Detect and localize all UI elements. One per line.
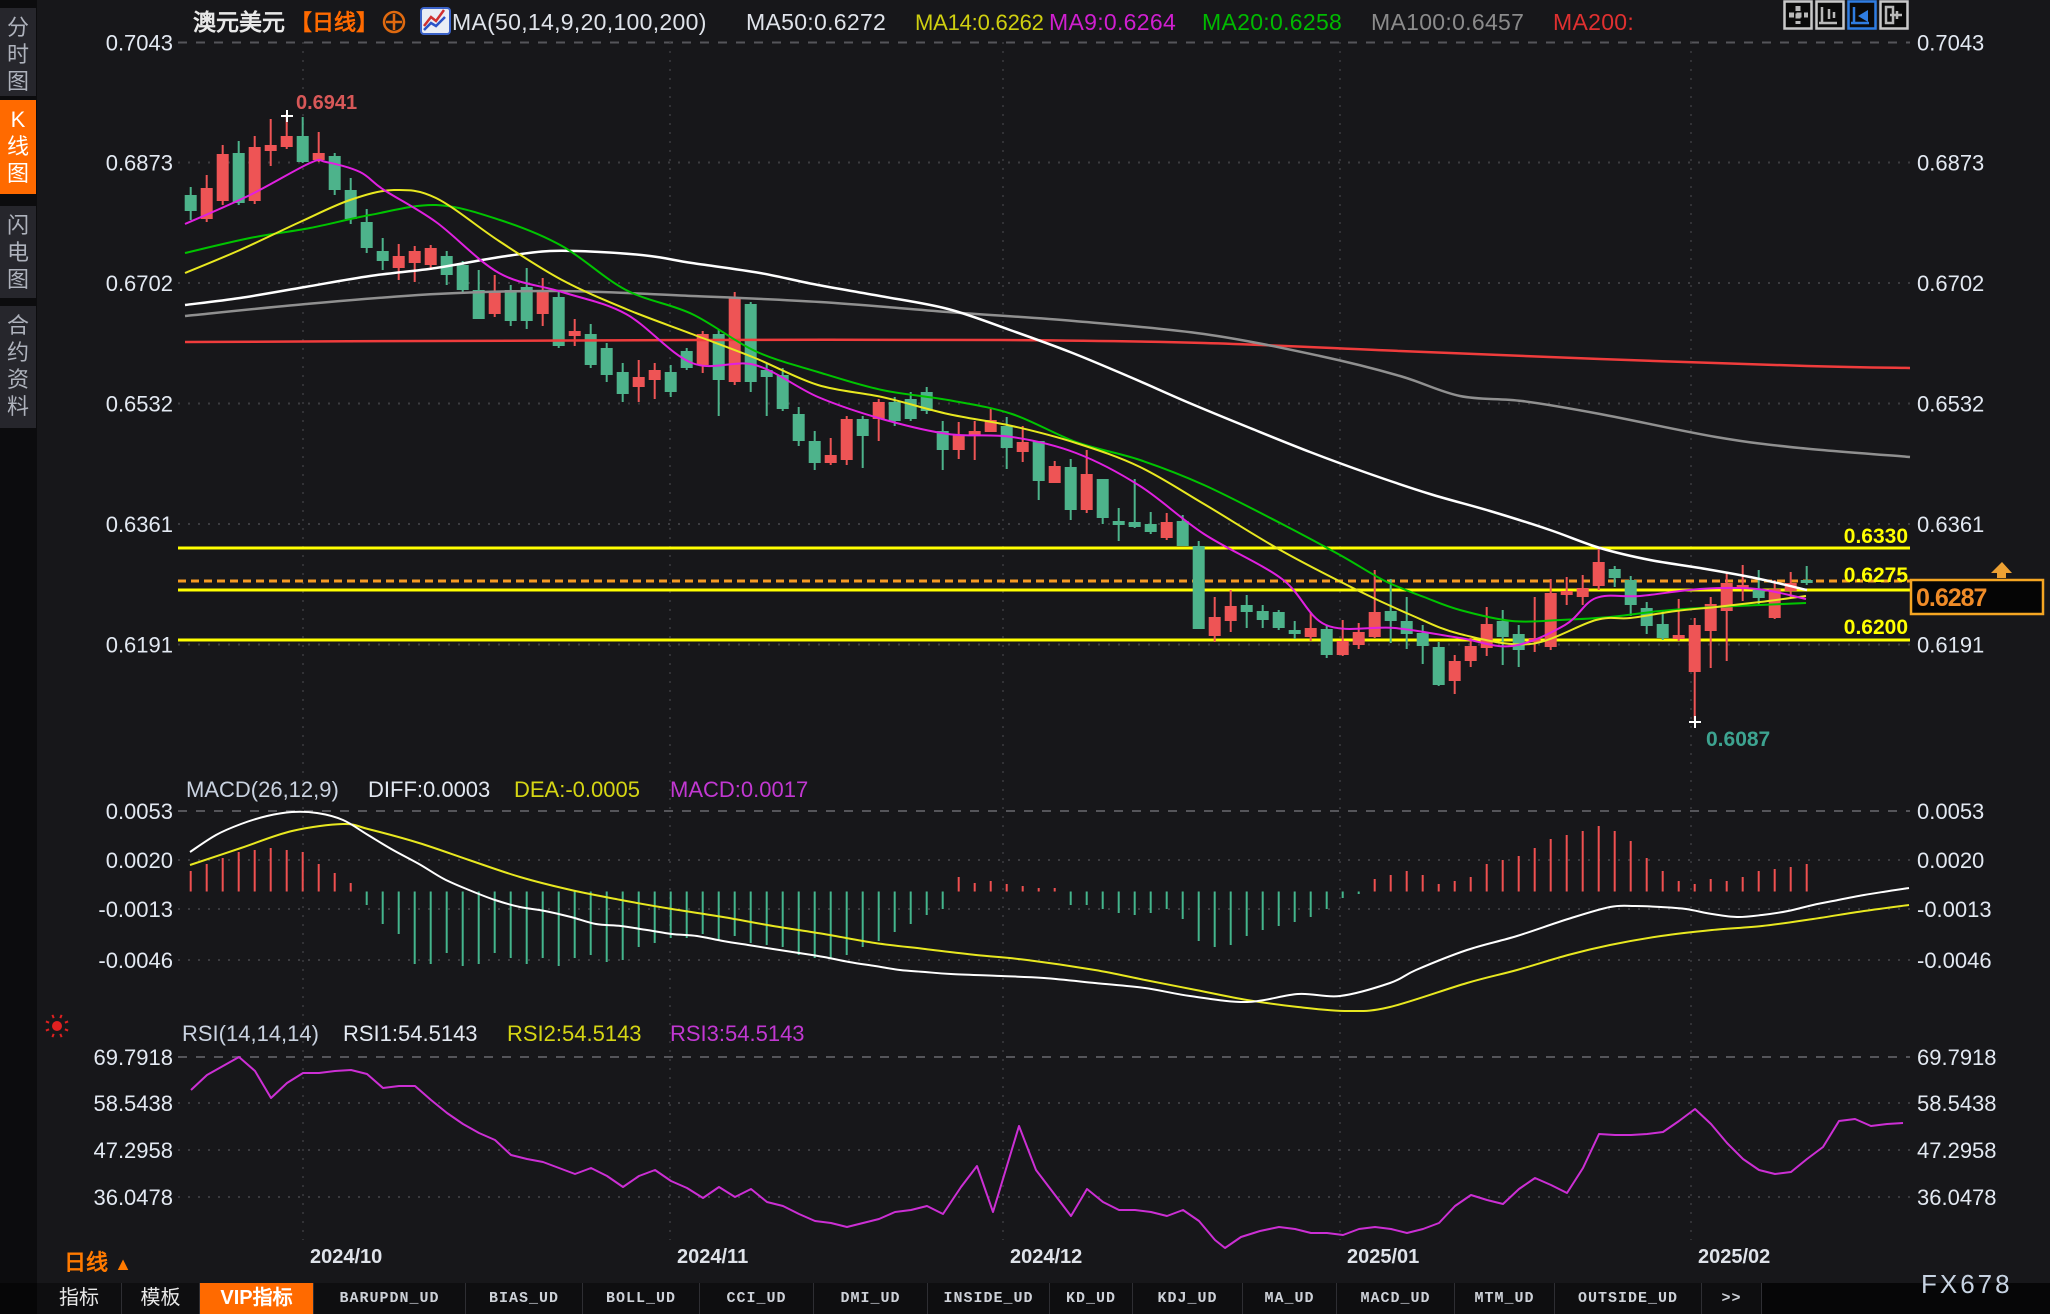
svg-text:0.6873: 0.6873 xyxy=(106,151,173,176)
svg-text:0.6275: 0.6275 xyxy=(1844,564,1909,587)
svg-text:0.7043: 0.7043 xyxy=(1917,31,1984,56)
svg-text:0.0053: 0.0053 xyxy=(1917,799,1984,824)
svg-text:0.6532: 0.6532 xyxy=(1917,392,1984,417)
svg-text:0.6330: 0.6330 xyxy=(1844,525,1908,548)
svg-text:0.6702: 0.6702 xyxy=(1917,271,1984,296)
svg-text:DEA:-0.0005: DEA:-0.0005 xyxy=(514,777,640,802)
svg-text:MA50:0.6272: MA50:0.6272 xyxy=(746,9,886,35)
svg-text:MA14:0.6262: MA14:0.6262 xyxy=(915,10,1044,35)
svg-text:36.0478: 36.0478 xyxy=(93,1185,173,1210)
svg-text:MACD:0.0017: MACD:0.0017 xyxy=(670,777,808,802)
svg-text:RSI(14,14,14): RSI(14,14,14) xyxy=(182,1021,319,1046)
svg-text:36.0478: 36.0478 xyxy=(1917,1185,1997,1210)
svg-text:RSI3:54.5143: RSI3:54.5143 xyxy=(670,1021,805,1046)
svg-text:DIFF:0.0003: DIFF:0.0003 xyxy=(368,777,490,802)
svg-text:0.0020: 0.0020 xyxy=(106,848,173,873)
svg-text:0.6941: 0.6941 xyxy=(296,92,357,114)
svg-text:2024/10: 2024/10 xyxy=(310,1246,382,1268)
svg-text:0.6200: 0.6200 xyxy=(1844,616,1908,639)
svg-text:RSI2:54.5143: RSI2:54.5143 xyxy=(507,1021,642,1046)
svg-text:0.6361: 0.6361 xyxy=(106,512,173,537)
svg-text:0.6873: 0.6873 xyxy=(1917,151,1984,176)
svg-text:69.7918: 69.7918 xyxy=(1917,1045,1997,1070)
svg-text:MA20:0.6258: MA20:0.6258 xyxy=(1202,9,1342,35)
svg-text:【日线】: 【日线】 xyxy=(290,10,378,35)
svg-text:0.6702: 0.6702 xyxy=(106,271,173,296)
svg-text:0.6191: 0.6191 xyxy=(1917,633,1984,658)
svg-text:2024/11: 2024/11 xyxy=(677,1246,748,1268)
svg-text:0.0053: 0.0053 xyxy=(106,799,173,824)
svg-text:2025/01: 2025/01 xyxy=(1347,1246,1419,1268)
svg-text:MA(50,14,9,20,100,200): MA(50,14,9,20,100,200) xyxy=(452,9,707,35)
svg-text:2025/02: 2025/02 xyxy=(1698,1246,1770,1268)
svg-text:0.6532: 0.6532 xyxy=(106,392,173,417)
svg-text:MA9:0.6264: MA9:0.6264 xyxy=(1049,9,1176,35)
svg-text:47.2958: 47.2958 xyxy=(1917,1138,1997,1163)
svg-text:47.2958: 47.2958 xyxy=(93,1138,173,1163)
svg-text:0.6191: 0.6191 xyxy=(106,633,173,658)
svg-text:2024/12: 2024/12 xyxy=(1010,1246,1082,1268)
svg-text:0.6287: 0.6287 xyxy=(1916,584,1987,612)
svg-text:0.7043: 0.7043 xyxy=(106,31,173,56)
svg-text:-0.0046: -0.0046 xyxy=(1917,948,1992,973)
svg-text:-0.0013: -0.0013 xyxy=(98,897,173,922)
svg-text:RSI1:54.5143: RSI1:54.5143 xyxy=(343,1021,478,1046)
svg-text:0.0020: 0.0020 xyxy=(1917,848,1984,873)
svg-text:58.5438: 58.5438 xyxy=(1917,1091,1997,1116)
svg-text:澳元美元: 澳元美元 xyxy=(193,9,285,35)
svg-text:0.6361: 0.6361 xyxy=(1917,512,1984,537)
svg-text:MACD(26,12,9): MACD(26,12,9) xyxy=(186,777,339,802)
svg-text:69.7918: 69.7918 xyxy=(93,1045,173,1070)
svg-text:MA100:0.6457: MA100:0.6457 xyxy=(1371,9,1524,35)
svg-text:MA200:: MA200: xyxy=(1553,9,1634,35)
svg-text:-0.0013: -0.0013 xyxy=(1917,897,1992,922)
svg-text:-0.0046: -0.0046 xyxy=(98,948,173,973)
svg-text:58.5438: 58.5438 xyxy=(93,1091,173,1116)
svg-text:0.6087: 0.6087 xyxy=(1706,728,1770,751)
